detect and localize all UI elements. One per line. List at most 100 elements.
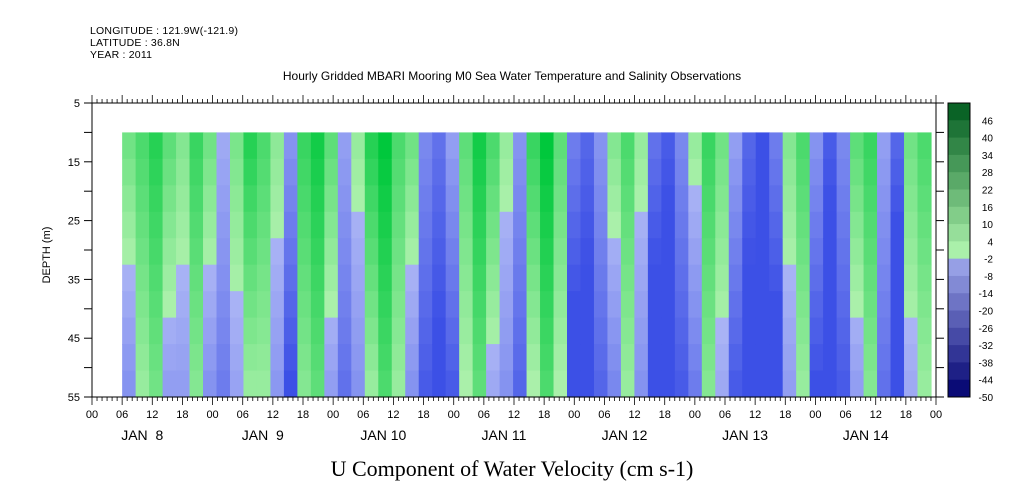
heatmap-cell: [755, 344, 770, 372]
heatmap-cell: [607, 158, 622, 186]
heatmap-cell: [122, 211, 137, 239]
colorbar-segment: [948, 154, 970, 173]
heatmap-cell: [607, 132, 622, 160]
heatmap-cell: [728, 317, 743, 345]
heatmap-cell: [674, 291, 689, 319]
heatmap-cell: [445, 317, 460, 345]
heatmap-cell: [337, 370, 352, 398]
y-axis: 5 15 25 35 45 55: [68, 98, 944, 404]
heatmap-cell: [647, 291, 662, 319]
heatmap-cell: [432, 317, 447, 345]
heatmap-cell: [176, 158, 191, 186]
heatmap-cell: [661, 344, 676, 372]
heatmap-cell: [203, 132, 218, 160]
chart-title: Hourly Gridded MBARI Mooring M0 Sea Wate…: [283, 69, 741, 83]
heatmap-cell: [189, 132, 204, 160]
colorbar-label: -32: [979, 341, 994, 352]
heatmap-cell: [283, 158, 298, 186]
heatmap-cell: [445, 370, 460, 398]
heatmap-cell: [135, 344, 150, 372]
heatmap-cell: [567, 211, 582, 239]
heatmap-cell: [877, 370, 892, 398]
heatmap-cell: [472, 264, 487, 292]
heatmap-cell: [472, 317, 487, 345]
heatmap-cell: [863, 132, 878, 160]
heatmap-cell: [890, 344, 905, 372]
heatmap-cell: [674, 158, 689, 186]
heatmap-cell: [904, 132, 919, 160]
heatmap-cell: [513, 211, 528, 239]
heatmap-cell: [378, 317, 393, 345]
heatmap-cell: [836, 317, 851, 345]
heatmap-cell: [890, 317, 905, 345]
heatmap-cell: [135, 291, 150, 319]
heatmap-cell: [620, 291, 636, 319]
heatmap-cell: [904, 185, 919, 213]
colorbar-label: -14: [979, 289, 994, 300]
heatmap-cell: [162, 185, 177, 213]
plot-area: [122, 132, 932, 398]
heatmap-cell: [432, 291, 447, 319]
heatmap-cell: [216, 317, 231, 345]
heatmap-cell: [351, 158, 366, 186]
heatmap-cell: [917, 264, 932, 292]
heatmap-cell: [917, 238, 932, 266]
heatmap-cell: [890, 291, 905, 319]
heatmap-cell: [229, 344, 245, 372]
heatmap-cell: [445, 185, 460, 213]
heatmap-cell: [863, 291, 878, 319]
heatmap-cell: [513, 185, 528, 213]
heatmap-cell: [890, 370, 905, 398]
heatmap-cell: [567, 264, 582, 292]
heatmap-cell: [607, 317, 622, 345]
heatmap-cell: [580, 344, 595, 372]
heatmap-cell: [526, 132, 541, 160]
heatmap-cell: [149, 132, 164, 160]
heatmap-cell: [149, 158, 164, 186]
heatmap-cell: [310, 291, 325, 319]
heatmap-cell: [270, 344, 285, 372]
heatmap-cell: [782, 264, 797, 292]
heatmap-cell: [647, 238, 662, 266]
heatmap-cell: [337, 264, 352, 292]
heatmap-cell: [418, 264, 433, 292]
heatmap-cell: [122, 264, 137, 292]
heatmap-cell: [809, 211, 824, 239]
heatmap-cell: [823, 291, 838, 319]
heatmap-cell: [391, 370, 406, 398]
heatmap-cell: [701, 344, 716, 372]
heatmap-cell: [836, 264, 851, 292]
heatmap-cell: [499, 317, 514, 345]
heatmap-cell: [391, 344, 406, 372]
heatmap-cell: [391, 238, 406, 266]
heatmap-cell: [459, 344, 474, 372]
heatmap-cell: [823, 211, 838, 239]
heatmap-cell: [243, 211, 258, 239]
heatmap-cell: [877, 291, 892, 319]
heatmap-cell: [540, 238, 555, 266]
heatmap-cell: [270, 211, 285, 239]
heatmap-cell: [405, 211, 420, 239]
heatmap-cell: [620, 317, 636, 345]
heatmap-cell: [715, 344, 730, 372]
heatmap-cell: [472, 344, 487, 372]
heatmap-cell: [701, 291, 716, 319]
heatmap-cell: [742, 264, 757, 292]
heatmap-cell: [715, 132, 730, 160]
heatmap-cell: [715, 264, 730, 292]
x-tick-label: 12: [508, 409, 520, 421]
heatmap-cell: [351, 317, 366, 345]
heatmap-cell: [337, 132, 352, 160]
x-tick-label: 00: [86, 409, 98, 421]
heatmap-cell: [270, 185, 285, 213]
heatmap-cell: [715, 238, 730, 266]
heatmap-cell: [243, 291, 258, 319]
heatmap-cell: [310, 370, 325, 398]
x-tick-label: 06: [478, 409, 490, 421]
heatmap-cell: [809, 238, 824, 266]
heatmap-cell: [540, 211, 555, 239]
heatmap-cell: [674, 185, 689, 213]
heatmap-cell: [674, 317, 689, 345]
heatmap-cell: [513, 264, 528, 292]
heatmap-cell: [337, 158, 352, 186]
